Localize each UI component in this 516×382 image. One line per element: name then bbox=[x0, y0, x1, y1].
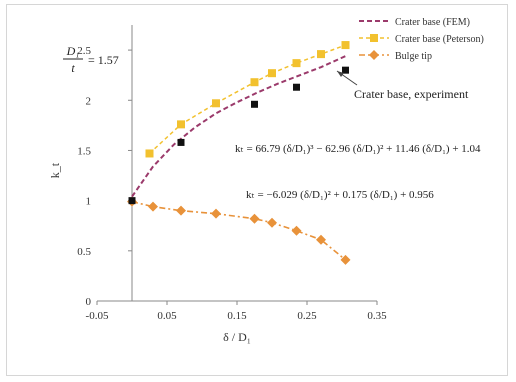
crater-base-equation: kₜ = 66.79 (δ/D₁)³ − 62.96 (δ/D₁)² + 11.… bbox=[235, 143, 481, 155]
legend-swatch-peterson-marker bbox=[370, 34, 378, 42]
x-tick-label: 0.35 bbox=[367, 310, 387, 322]
experiment-point bbox=[251, 100, 258, 108]
y-tick-label: 2.5 bbox=[77, 45, 91, 57]
y-tick-label: 0 bbox=[86, 296, 92, 308]
y-tick-label: 0.5 bbox=[77, 246, 91, 258]
y-tick-label: 1 bbox=[86, 196, 92, 208]
ratio-denominator: t bbox=[71, 61, 75, 75]
series-crater-base-fem-line bbox=[131, 55, 346, 198]
series-bulge-tip-line bbox=[131, 200, 347, 261]
y-tick-label: 1.5 bbox=[77, 145, 91, 157]
legend-label: Crater base (Peterson) bbox=[395, 34, 484, 45]
x-axis-title: δ / D₁ bbox=[223, 330, 251, 344]
experiment-label: Crater base, experiment bbox=[354, 87, 469, 101]
experiment-point bbox=[128, 197, 136, 205]
peterson-point bbox=[145, 149, 154, 158]
series-layer bbox=[127, 41, 351, 265]
peterson-point bbox=[177, 120, 185, 129]
bulge-tip-point bbox=[291, 225, 302, 236]
legend-label: Crater base (FEM) bbox=[395, 17, 470, 28]
peterson-point bbox=[292, 59, 301, 68]
peterson-point bbox=[268, 69, 276, 78]
y-tick-label: 2 bbox=[86, 95, 92, 107]
bulge-tip-point bbox=[316, 234, 326, 245]
legend-swatch-bulge-marker bbox=[369, 50, 379, 60]
ratio-value: = 1.57 bbox=[88, 53, 119, 67]
bulge-tip-point bbox=[340, 254, 351, 265]
peterson-point bbox=[341, 41, 350, 50]
experiment-point bbox=[342, 66, 349, 74]
axes: -0.05 0.05 0.15 0.25 0.35 0 0.5 1 1.5 2 2.5 δ / D₁ k… bbox=[48, 25, 387, 344]
x-tick-label: 0.25 bbox=[297, 310, 317, 322]
bulge-tip-point bbox=[267, 217, 277, 228]
x-tick-label: -0.05 bbox=[86, 310, 109, 322]
series-crater-base-peterson-line bbox=[148, 44, 346, 155]
bulge-tip-point bbox=[249, 213, 260, 224]
chart-frame: -0.05 0.05 0.15 0.25 0.35 0 0.5 1 1.5 2 2.5 δ / D₁ k… bbox=[6, 4, 508, 376]
bulge-tip-equation: kₜ = −6.029 (δ/D₁)² + 0.175 (δ/D₁) + 0.9… bbox=[246, 189, 434, 201]
experiment-point bbox=[177, 138, 185, 146]
chart-svg: -0.05 0.05 0.15 0.25 0.35 0 0.5 1 1.5 2 2.5 δ / D₁ k… bbox=[48, 17, 484, 344]
experiment-point bbox=[293, 83, 300, 91]
peterson-point bbox=[317, 50, 325, 59]
peterson-point bbox=[212, 99, 220, 108]
bulge-tip-point bbox=[148, 201, 158, 212]
bulge-tip-point bbox=[176, 205, 186, 216]
y-axis-title: k_t bbox=[48, 162, 62, 178]
legend: Crater base (FEM) Crater base (Peterson) B… bbox=[359, 17, 484, 62]
experiment-arrow-head bbox=[337, 71, 344, 77]
bulge-tip-point bbox=[211, 208, 221, 219]
x-tick-label: 0.15 bbox=[227, 310, 247, 322]
peterson-point bbox=[250, 78, 259, 87]
x-tick-label: 0.05 bbox=[157, 310, 177, 322]
ratio-annotation: D₁ t = 1.57 bbox=[63, 44, 119, 75]
ratio-numerator: D₁ bbox=[66, 44, 80, 58]
experiment-callout: Crater base, experiment bbox=[336, 70, 469, 101]
legend-label: Bulge tip bbox=[395, 51, 432, 62]
